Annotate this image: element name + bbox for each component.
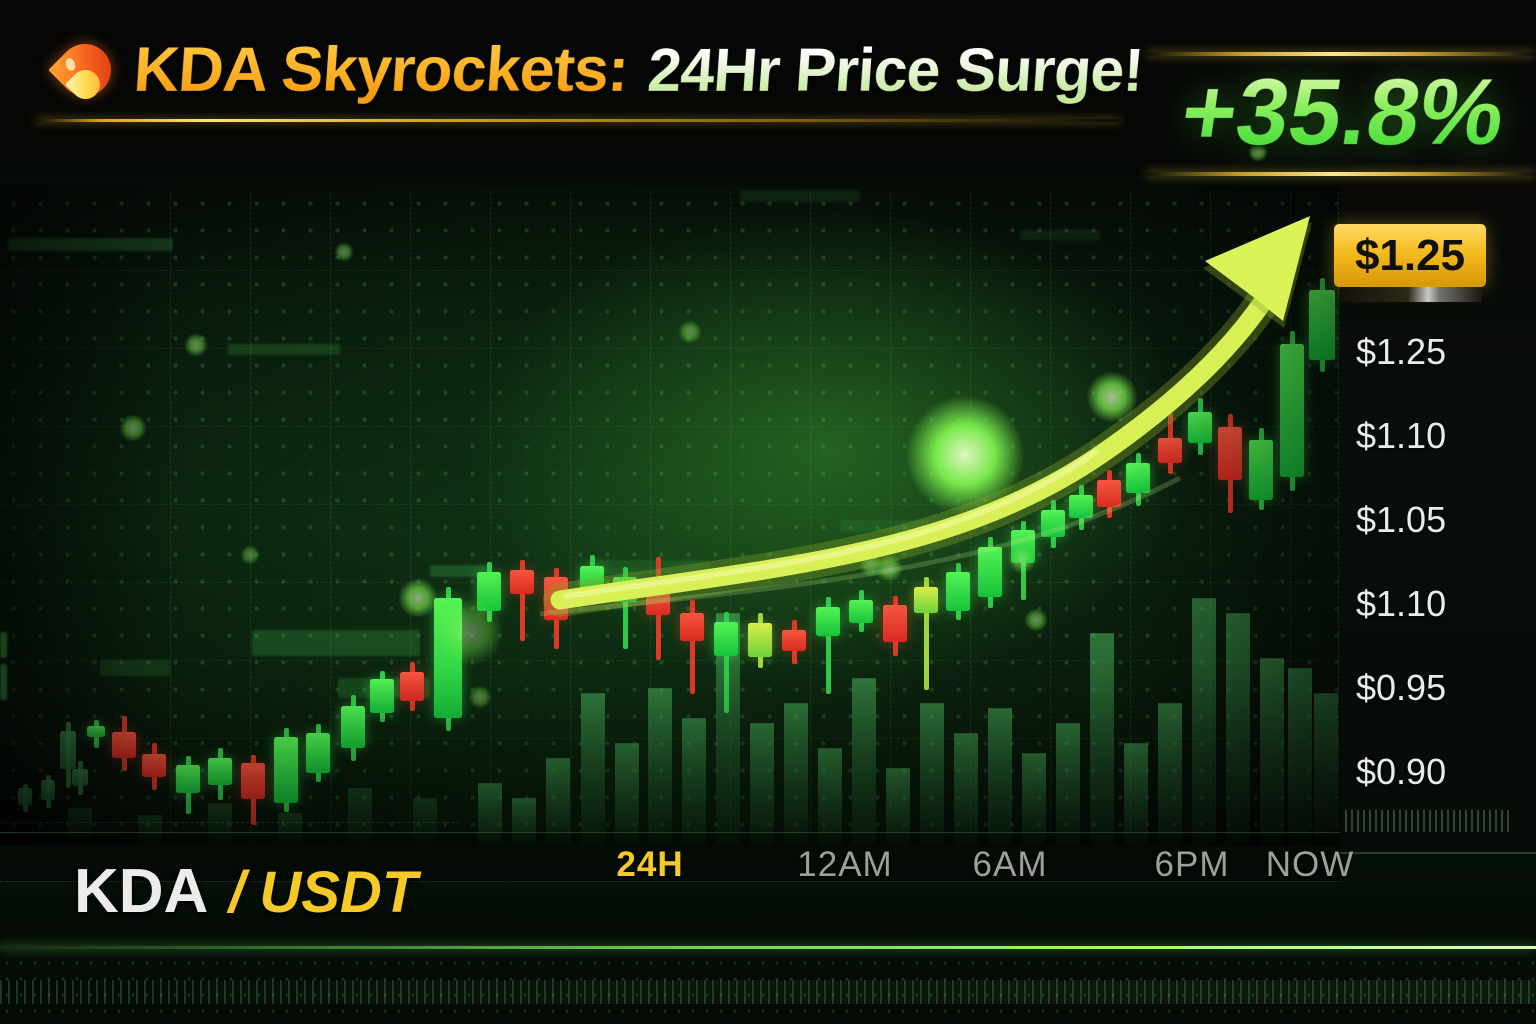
page-title: KDA Skyrockets: 24Hr Price Surge! — [131, 34, 1146, 106]
glow-spot — [1248, 142, 1268, 162]
title-primary: KDA Skyrockets: — [131, 35, 631, 105]
time-axis-label: 12AM — [797, 845, 893, 884]
current-price-badge: $1.25 — [1334, 224, 1486, 287]
fire-icon — [48, 33, 122, 112]
price-axis-label: $1.10 — [1356, 415, 1447, 456]
gold-divider-top-right — [1146, 52, 1536, 56]
pair-separator: / — [228, 860, 245, 925]
gold-divider — [35, 119, 1120, 122]
price-axis-label: $1.05 — [1356, 499, 1447, 540]
pair-base: KDA — [74, 857, 209, 926]
price-axis-label: $1.25 — [1356, 331, 1447, 372]
title-secondary: 24Hr Price Surge! — [645, 36, 1146, 104]
footer-tick-texture — [0, 980, 1536, 1004]
price-axis-label: $1.10 — [1356, 583, 1447, 624]
price-axis-label: $0.90 — [1356, 751, 1447, 792]
pair-quote: USDT — [259, 860, 418, 925]
time-axis-label: 6PM — [1154, 845, 1230, 884]
price-axis-label: $0.95 — [1356, 667, 1447, 708]
vignette-overlay — [0, 185, 1340, 845]
axis-tick-comb — [1345, 810, 1510, 832]
footer-glow-line — [0, 946, 1536, 949]
change-percentage: +35.8% — [1142, 58, 1536, 166]
trading-pair: KDA / USDT — [74, 856, 417, 927]
time-axis-band — [0, 832, 1340, 882]
time-axis-label: 6AM — [972, 845, 1048, 884]
timeframe-24h[interactable]: 24H — [616, 845, 684, 884]
gold-divider-bottom-right — [1146, 172, 1536, 176]
price-badge-base — [1340, 287, 1482, 302]
time-axis-label: NOW — [1265, 845, 1355, 884]
axis-baseline — [1340, 852, 1536, 854]
footer-dot-texture — [0, 955, 1536, 1024]
